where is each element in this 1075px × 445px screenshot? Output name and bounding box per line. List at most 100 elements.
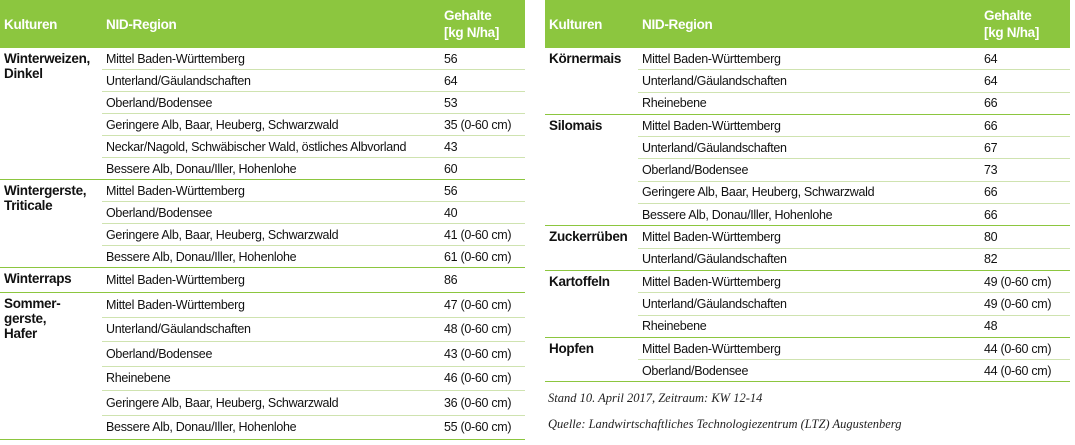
value-cell: 66 (980, 203, 1070, 227)
row: Unterland/Gäulandschaften 64 (0, 69, 525, 92)
region-cell: Oberland/Bodensee (102, 341, 440, 367)
value-cell: 53 (440, 91, 525, 114)
row: Kartoffeln Mittel Baden-Württemberg 49 (0-… (545, 270, 1070, 338)
group: Kartoffeln Mittel Baden-Württemberg 49 (0-… (545, 270, 1070, 338)
header-row: Kulturen NID-Region Gehalte [kg N/ha] (0, 0, 525, 48)
region-cell: Bessere Alb, Donau/Iller, Hohenlohe (102, 157, 440, 180)
value-cell: 60 (440, 157, 525, 180)
row: Oberland/Bodensee 53 (0, 91, 525, 114)
region-cell: Geringere Alb, Baar, Heuberg, Schwarzwal… (102, 390, 440, 416)
value-cell: 49 (0-60 cm) (980, 292, 1070, 316)
header-cell: Kulturen (545, 0, 638, 48)
header-cell: Gehalte [kg N/ha] (980, 0, 1070, 48)
value-cell: 80 (980, 225, 1070, 249)
region-cell: Unterland/Gäulandschaften (102, 317, 440, 342)
row: Rheinebene 66 (545, 92, 1070, 115)
value-cell: 86 (440, 267, 525, 293)
value-cell: 41 (0-60 cm) (440, 223, 525, 246)
value-cell: 43 (440, 135, 525, 158)
note: Stand 10. April 2017, Zeitraum: KW 12-14 (548, 391, 763, 405)
row: Hopfen Mittel Baden-Württemberg 44 (0-60 c… (545, 337, 1070, 383)
region-cell: Bessere Alb, Donau/Iller, Hohenlohe (102, 245, 440, 268)
header-cell: Gehalte [kg N/ha] (440, 0, 525, 48)
row: Winterraps Mittel Baden-Württemberg 86 (0, 267, 525, 293)
region-cell: Mittel Baden-Württemberg (102, 267, 440, 293)
row: Sommer- gerste, Hafer Mittel Baden-Württe… (0, 292, 525, 440)
culture-cell: Körnermais (545, 48, 638, 115)
region-cell: Geringere Alb, Baar, Heuberg, Schwarzwal… (102, 113, 440, 136)
culture-cell: Zuckerrüben (545, 225, 638, 271)
region-cell: Unterland/Gäulandschaften (638, 248, 980, 271)
region-cell: Oberland/Bodensee (102, 201, 440, 224)
value-cell: 48 (0-60 cm) (440, 317, 525, 342)
value-cell: 56 (440, 48, 525, 70)
group: Sommer- gerste, Hafer Mittel Baden-Württe… (0, 292, 525, 440)
row: Rheinebene 48 (545, 315, 1070, 338)
region-cell: Geringere Alb, Baar, Heuberg, Schwarzwal… (102, 223, 440, 246)
note: Quelle: Landwirtschaftliches Technologie… (548, 417, 902, 431)
region-cell: Rheinebene (638, 92, 980, 115)
row: Bessere Alb, Donau/Iller, Hohenlohe 61 (0… (0, 245, 525, 268)
region-cell: Unterland/Gäulandschaften (102, 69, 440, 92)
value-cell: 64 (980, 69, 1070, 93)
row: Neckar/Nagold, Schwäbischer Wald, östlic… (0, 135, 525, 158)
value-cell: 67 (980, 136, 1070, 160)
culture-cell: Sommer- gerste, Hafer (0, 292, 102, 440)
culture-cell: Wintergerste, Triticale (0, 179, 102, 268)
value-cell: 66 (980, 92, 1070, 115)
row: Geringere Alb, Baar, Heuberg, Schwarzwal… (0, 113, 525, 136)
row: Zuckerrüben Mittel Baden-Württemberg 80 (545, 225, 1070, 271)
row: Oberland/Bodensee 73 (545, 158, 1070, 182)
culture-cell: Silomais (545, 114, 638, 227)
value-cell: 64 (440, 69, 525, 92)
region-cell: Rheinebene (102, 366, 440, 391)
group: Wintergerste, Triticale Mittel Baden-Würt… (0, 179, 525, 268)
region-cell: Mittel Baden-Württemberg (638, 270, 980, 294)
row: Bessere Alb, Donau/Iller, Hohenlohe 66 (545, 203, 1070, 227)
group: Winterweizen, Dinkel Mittel Baden-Württem… (0, 48, 525, 180)
region-cell: Mittel Baden-Württemberg (638, 114, 980, 138)
value-cell: 44 (0-60 cm) (980, 359, 1070, 383)
group: Winterraps Mittel Baden-Württemberg 86 (0, 267, 525, 293)
region-cell: Mittel Baden-Württemberg (102, 48, 440, 70)
value-cell: 82 (980, 248, 1070, 271)
row: Rheinebene 46 (0-60 cm) (0, 366, 525, 391)
culture-cell: Winterraps (0, 267, 102, 293)
row: Unterland/Gäulandschaften 82 (545, 248, 1070, 271)
header-cell: Kulturen (0, 0, 102, 48)
region-cell: Oberland/Bodensee (102, 91, 440, 114)
value-cell: 56 (440, 179, 525, 202)
value-cell: 44 (0-60 cm) (980, 337, 1070, 361)
value-cell: 40 (440, 201, 525, 224)
header-cell: NID-Region (102, 0, 440, 48)
value-cell: 35 (0-60 cm) (440, 113, 525, 136)
row: Bessere Alb, Donau/Iller, Hohenlohe 55 (0… (0, 415, 525, 440)
row: Winterweizen, Dinkel Mittel Baden-Württem… (0, 48, 525, 180)
region-cell: Geringere Alb, Baar, Heuberg, Schwarzwal… (638, 181, 980, 205)
row: Oberland/Bodensee 43 (0-60 cm) (0, 341, 525, 367)
value-cell: 55 (0-60 cm) (440, 415, 525, 440)
row: Wintergerste, Triticale Mittel Baden-Würt… (0, 179, 525, 268)
region-cell: Unterland/Gäulandschaften (638, 136, 980, 160)
row: Geringere Alb, Baar, Heuberg, Schwarzwal… (0, 223, 525, 246)
row: Oberland/Bodensee 40 (0, 201, 525, 224)
row: Oberland/Bodensee 44 (0-60 cm) (545, 359, 1070, 383)
row: Unterland/Gäulandschaften 49 (0-60 cm) (545, 292, 1070, 316)
region-cell: Oberland/Bodensee (638, 158, 980, 182)
value-cell: 73 (980, 158, 1070, 182)
value-cell: 43 (0-60 cm) (440, 341, 525, 367)
group: Körnermais Mittel Baden-Württemberg 64 Unte… (545, 48, 1070, 115)
region-cell: Unterland/Gäulandschaften (638, 292, 980, 316)
region-cell: Neckar/Nagold, Schwäbischer Wald, östlic… (102, 135, 440, 158)
region-cell: Mittel Baden-Württemberg (638, 337, 980, 361)
culture-cell: Winterweizen, Dinkel (0, 48, 102, 180)
value-cell: 47 (0-60 cm) (440, 292, 525, 318)
region-cell: Rheinebene (638, 315, 980, 338)
value-cell: 64 (980, 48, 1070, 71)
region-cell: Bessere Alb, Donau/Iller, Hohenlohe (102, 415, 440, 440)
value-cell: 36 (0-60 cm) (440, 390, 525, 416)
row: Bessere Alb, Donau/Iller, Hohenlohe 60 (0, 157, 525, 180)
table-right: Kulturen NID-Region Gehalte [kg N/ha] Kö… (545, 0, 1070, 383)
region-cell: Bessere Alb, Donau/Iller, Hohenlohe (638, 203, 980, 227)
